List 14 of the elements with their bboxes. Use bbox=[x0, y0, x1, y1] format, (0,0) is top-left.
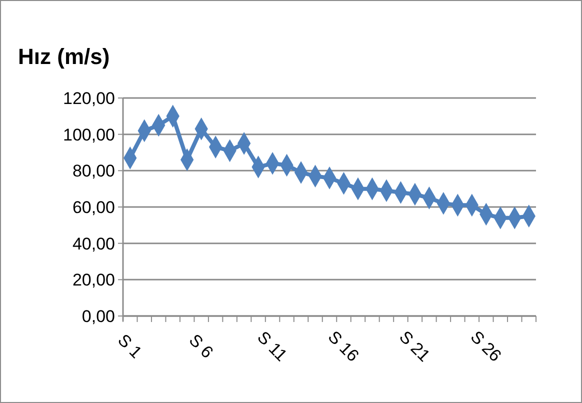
y-tick-label: 60,00 bbox=[72, 198, 115, 217]
x-tick-label: S 11 bbox=[254, 328, 291, 365]
x-tick-label: S 26 bbox=[466, 327, 505, 366]
chart-title: Hız (m/s) bbox=[18, 44, 110, 69]
y-tick-label: 120,00 bbox=[63, 88, 115, 108]
y-tick-label: 80,00 bbox=[72, 162, 115, 181]
x-tick-label: S 6 bbox=[185, 330, 217, 362]
y-tick-label: 20,00 bbox=[72, 270, 115, 290]
x-tick-label: S 1 bbox=[114, 330, 146, 362]
y-tick-label: 100,00 bbox=[63, 125, 115, 144]
x-tick-label: S 16 bbox=[324, 327, 363, 366]
x-tick-label: S 21 bbox=[396, 327, 434, 366]
y-tick-label: 40,00 bbox=[72, 234, 115, 254]
y-tick-label: 0,00 bbox=[82, 306, 115, 326]
